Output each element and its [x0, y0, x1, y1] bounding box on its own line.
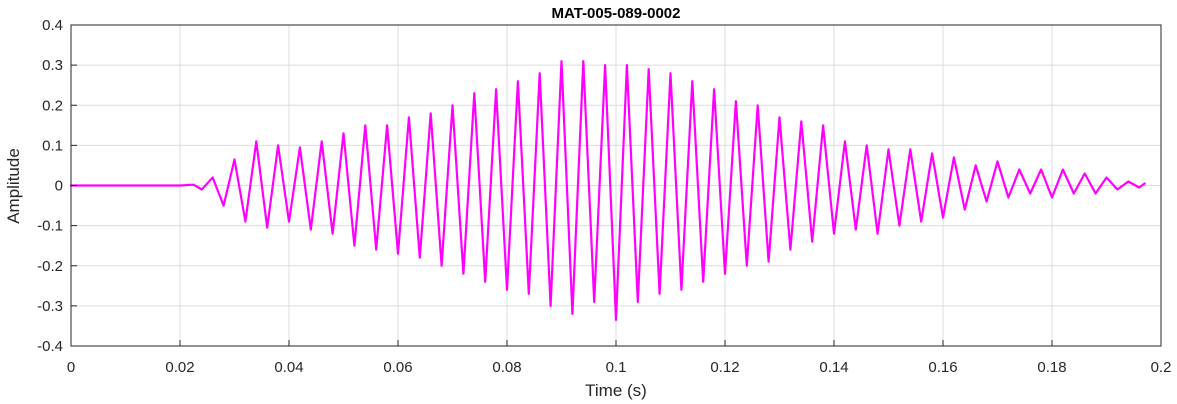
x-tick-label: 0.18: [1037, 359, 1066, 376]
y-tick-label: 0.4: [42, 17, 63, 34]
x-tick-label: 0.1: [606, 359, 627, 376]
y-tick-label: -0.2: [37, 258, 63, 275]
x-tick-labels: 0 0.02 0.04 0.06 0.08 0.1 0.12 0.14 0.16 0.18 0.2: [67, 340, 1172, 376]
x-axis-label: Time (s): [585, 381, 647, 400]
x-tick-label: 0.2: [1151, 359, 1172, 376]
x-tick-label: 0.08: [492, 359, 521, 376]
series-line-0: [69, 59, 1146, 321]
x-tick-label: 0.04: [274, 359, 303, 376]
x-tick-label: 0.14: [819, 359, 848, 376]
y-tick-label: -0.4: [37, 338, 63, 355]
x-tick-label: 0.06: [383, 359, 412, 376]
x-tick-label: 0.12: [710, 359, 739, 376]
y-tick-label: -0.3: [37, 298, 63, 315]
x-tick-label: 0.16: [928, 359, 957, 376]
chart-title: MAT-005-089-0002: [552, 5, 681, 22]
y-axis-label: Amplitude: [4, 148, 23, 224]
y-tick-label: 0: [55, 178, 63, 195]
x-tick-label: 0.02: [165, 359, 194, 376]
y-tick-labels: 0.4 0.3 0.2 0.1 0 -0.1 -0.2 -0.3 -0.4: [37, 17, 77, 355]
y-tick-label: 0.3: [42, 57, 63, 74]
y-tick-label: -0.1: [37, 218, 63, 235]
x-tick-label: 0: [67, 359, 75, 376]
y-tick-label: 0.1: [42, 137, 63, 154]
y-tick-label: 0.2: [42, 97, 63, 114]
series-group: [69, 59, 1146, 321]
